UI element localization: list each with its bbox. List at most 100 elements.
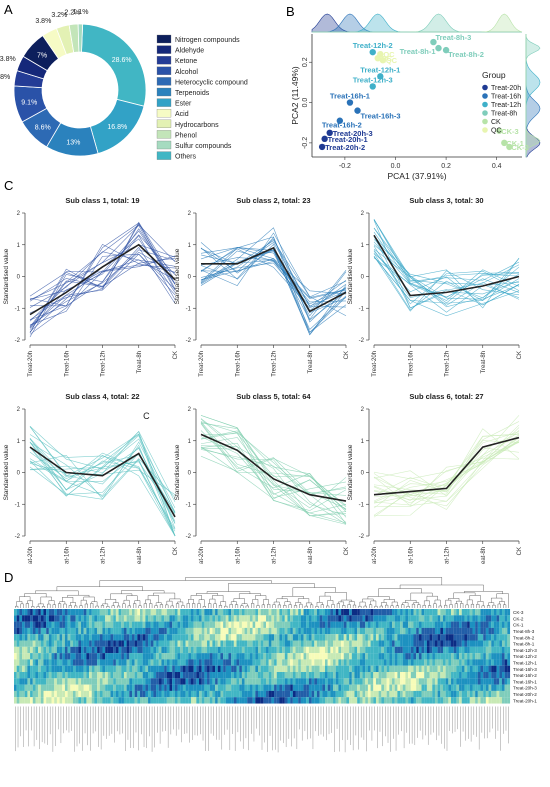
heatmap-cell bbox=[217, 678, 221, 685]
heatmap-cell bbox=[477, 678, 481, 685]
heatmap-cell bbox=[448, 621, 452, 628]
heatmap-cell bbox=[110, 621, 114, 628]
heatmap-cell bbox=[268, 672, 272, 679]
heatmap-cell bbox=[217, 690, 221, 698]
heatmap-cell bbox=[161, 697, 165, 704]
heatmap-cell bbox=[231, 678, 234, 685]
heatmap-cell bbox=[64, 684, 68, 691]
heatmap-cell bbox=[276, 659, 280, 666]
heatmap-cell bbox=[359, 634, 363, 641]
heatmap-cell bbox=[383, 609, 387, 616]
heatmap-cell bbox=[255, 665, 259, 673]
heatmap-row-label: Treat-8h-1 bbox=[513, 642, 535, 647]
heatmap-cell bbox=[284, 659, 288, 666]
heatmap-cell bbox=[201, 665, 205, 673]
heatmap-cell bbox=[426, 609, 430, 616]
donut-slice bbox=[81, 23, 147, 107]
heatmap-cell bbox=[327, 665, 331, 673]
heatmap-cell bbox=[40, 609, 44, 616]
heatmap-cell bbox=[451, 646, 454, 654]
dendrogram-branch bbox=[91, 601, 98, 607]
heatmap-cell bbox=[164, 665, 167, 673]
heatmap-cell bbox=[145, 697, 149, 704]
heatmap-cell bbox=[335, 609, 339, 616]
heatmap-cell bbox=[472, 690, 476, 698]
heatmap-cell bbox=[158, 659, 162, 666]
member-line bbox=[29, 434, 176, 532]
heatmap-cell bbox=[378, 627, 382, 635]
heatmap-cell bbox=[252, 609, 256, 616]
heatmap-cell bbox=[196, 634, 200, 641]
heatmap-cell bbox=[207, 615, 210, 622]
heatmap-cell bbox=[131, 609, 135, 616]
heatmap-cell bbox=[260, 646, 264, 654]
heatmap-cell bbox=[70, 653, 74, 660]
heatmap-cell bbox=[145, 646, 149, 654]
heatmap-cell bbox=[134, 640, 138, 647]
heatmap-cell bbox=[16, 690, 20, 698]
heatmap-cell bbox=[383, 665, 387, 673]
heatmap-cell bbox=[389, 634, 393, 641]
heatmap-cell bbox=[276, 697, 280, 704]
heatmap-cell bbox=[14, 684, 17, 691]
heatmap-cell bbox=[252, 653, 256, 660]
heatmap-cell bbox=[453, 672, 457, 679]
heatmap-cell bbox=[153, 621, 157, 628]
heatmap-cell bbox=[225, 690, 229, 698]
heatmap-cell bbox=[54, 640, 57, 647]
legend-label: Others bbox=[175, 154, 197, 161]
heatmap-cell bbox=[158, 646, 162, 654]
heatmap-cell bbox=[405, 672, 409, 679]
heatmap-cell bbox=[475, 678, 478, 685]
heatmap-cell bbox=[432, 665, 435, 673]
heatmap-cell bbox=[456, 665, 460, 673]
heatmap-cell bbox=[343, 697, 347, 704]
heatmap-cell bbox=[416, 646, 419, 654]
heatmap-cell bbox=[410, 621, 414, 628]
heatmap-cell bbox=[158, 672, 162, 679]
heatmap-cell bbox=[64, 615, 68, 622]
dendrogram-branch bbox=[149, 603, 153, 608]
heatmap-cell bbox=[40, 684, 44, 691]
member-line bbox=[373, 442, 520, 496]
heatmap-cell bbox=[408, 653, 411, 660]
heatmap-cell bbox=[14, 690, 17, 698]
heatmap-cell bbox=[83, 697, 87, 704]
heatmap-cell bbox=[429, 659, 433, 666]
heatmap-cell bbox=[349, 690, 352, 698]
heatmap-cell bbox=[201, 653, 205, 660]
heatmap-cell bbox=[300, 684, 304, 691]
heatmap-cell bbox=[113, 678, 116, 685]
heatmap-cell bbox=[311, 665, 315, 673]
heatmap-cell bbox=[153, 615, 157, 622]
heatmap-cell bbox=[107, 627, 111, 635]
heatmap-cell bbox=[276, 609, 280, 616]
heatmap-cell bbox=[271, 659, 275, 666]
heatmap-cell bbox=[244, 665, 248, 673]
heatmap-cell bbox=[440, 653, 444, 660]
heatmap-cell bbox=[32, 634, 36, 641]
heatmap-cell bbox=[220, 621, 224, 628]
subplot-title: Sub class 4, total: 22 bbox=[65, 392, 139, 401]
heatmap-cell bbox=[322, 684, 326, 691]
heatmap-cell bbox=[32, 640, 36, 647]
dendrogram-branch bbox=[347, 604, 351, 608]
heatmap-cell bbox=[400, 646, 403, 654]
heatmap-cell bbox=[153, 684, 157, 691]
heatmap-cell bbox=[306, 672, 309, 679]
heatmap-cell bbox=[440, 627, 444, 635]
heatmap-cell bbox=[504, 672, 508, 679]
heatmap-cell bbox=[282, 640, 285, 647]
heatmap-cell bbox=[121, 627, 124, 635]
heatmap-cell bbox=[413, 672, 417, 679]
heatmap-cell bbox=[190, 621, 194, 628]
heatmap-cell bbox=[225, 621, 229, 628]
heatmap-cell bbox=[83, 646, 87, 654]
heatmap-cell bbox=[123, 621, 127, 628]
dendrogram-branch bbox=[218, 605, 222, 608]
heatmap-cell bbox=[99, 690, 103, 698]
heatmap-cell bbox=[383, 646, 387, 654]
dendrogram-branch bbox=[422, 605, 426, 608]
heatmap-cell bbox=[182, 684, 186, 691]
heatmap-cell bbox=[426, 659, 430, 666]
